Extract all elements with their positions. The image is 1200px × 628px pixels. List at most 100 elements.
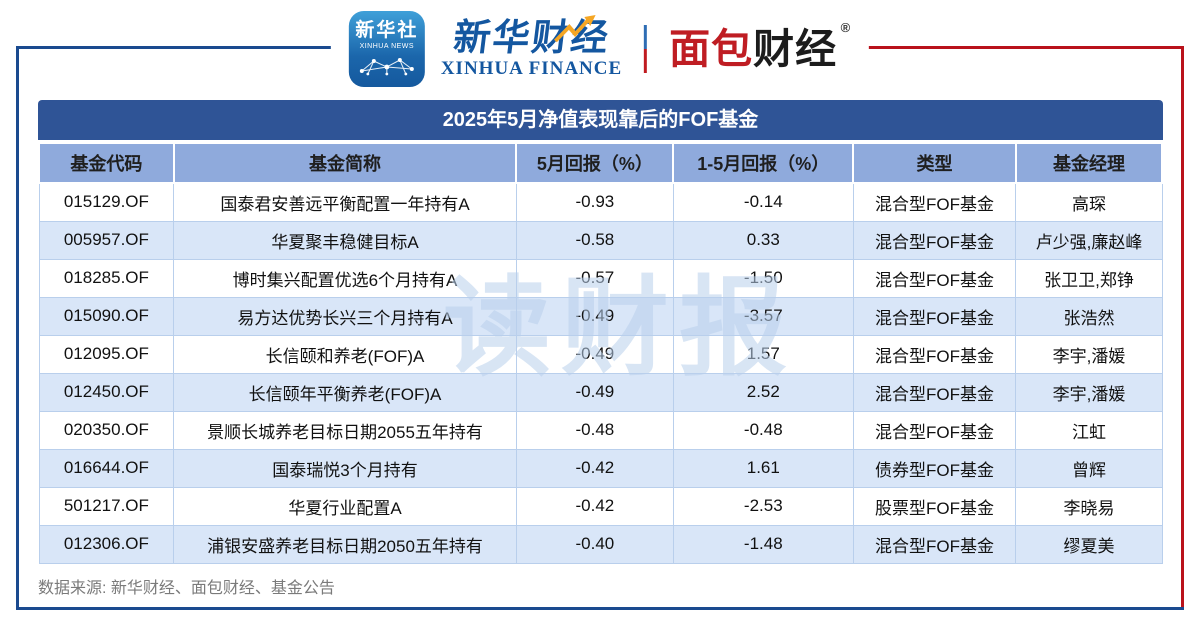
table-cell: 卢少强,廉赵峰 — [1015, 220, 1163, 260]
table-row: 005957.OF 华夏聚丰稳健目标A -0.58 0.33 混合型FOF基金 卢少强,廉… — [38, 220, 1163, 260]
table-row: 015129.OF 国泰君安善远平衡配置一年持有A -0.93 -0.14 混合型FOF… — [38, 182, 1163, 222]
xinhua-app-en-label: XINHUA NEWS — [359, 42, 415, 50]
table-cell: -0.58 — [515, 220, 674, 260]
table-cell: -0.57 — [515, 258, 674, 298]
logo-bar: 新华社 XINHUA NEWS 新华财经 — [330, 4, 870, 94]
table-cell: -0.48 — [672, 410, 854, 450]
table-cell: 李晓易 — [1015, 486, 1163, 526]
table-cell: 浦银安盛养老目标日期2050五年持有 — [173, 524, 517, 564]
table-row: 501217.OF 华夏行业配置A -0.42 -2.53 股票型FOF基金 李晓易 — [38, 486, 1163, 526]
table-row: 012095.OF 长信颐和养老(FOF)A -0.49 1.57 混合型FOF基金 李宇… — [38, 334, 1163, 374]
table-title: 2025年5月净值表现靠后的FOF基金 — [38, 100, 1163, 140]
table-cell: 股票型FOF基金 — [852, 486, 1017, 526]
table-cell: 国泰瑞悦3个月持有 — [173, 448, 517, 488]
bread-finance-logo: 面包财经 ® — [669, 21, 851, 72]
table-cell: 华夏行业配置A — [173, 486, 517, 526]
frame-border-right — [1181, 46, 1184, 610]
table-cell: 易方达优势长兴三个月持有A — [173, 296, 517, 336]
table-row: 015090.OF 易方达优势长兴三个月持有A -0.49 -3.57 混合型FOF基金… — [38, 296, 1163, 336]
table-row: 012450.OF 长信颐年平衡养老(FOF)A -0.49 2.52 混合型FOF基金… — [38, 372, 1163, 412]
table-cell: -1.48 — [672, 524, 854, 564]
table-cell: 015129.OF — [38, 182, 175, 222]
table-cell: -2.53 — [672, 486, 854, 526]
table-cell: 曾辉 — [1015, 448, 1163, 488]
frame-border-bottom — [16, 607, 1184, 610]
table-cell: -0.49 — [515, 372, 674, 412]
fund-data-table: 基金代码 基金简称 5月回报（%） 1-5月回报（%） 类型 基金经理 015129.OF… — [38, 142, 1164, 564]
logo-divider — [644, 25, 648, 73]
table-cell: 混合型FOF基金 — [852, 220, 1017, 260]
table-cell: 0.33 — [672, 220, 854, 260]
table-cell: 江虹 — [1015, 410, 1163, 450]
table-cell: 长信颐和养老(FOF)A — [173, 334, 517, 374]
table-cell: -0.48 — [515, 410, 674, 450]
table-cell: 长信颐年平衡养老(FOF)A — [173, 372, 517, 412]
table-cell: 1.57 — [672, 334, 854, 374]
table-row: 020350.OF 景顺长城养老目标日期2055五年持有 -0.48 -0.48 混合型… — [38, 410, 1163, 450]
table-cell: -0.42 — [515, 486, 674, 526]
table-cell: 博时集兴配置优选6个月持有A — [173, 258, 517, 298]
table-cell: 景顺长城养老目标日期2055五年持有 — [173, 410, 517, 450]
bread-finance-cn-black: 财经 — [753, 25, 838, 72]
table-cell: 国泰君安善远平衡配置一年持有A — [173, 182, 517, 222]
table-row: 012306.OF 浦银安盛养老目标日期2050五年持有 -0.40 -1.48 混合型… — [38, 524, 1163, 564]
data-source-note: 数据来源: 新华财经、面包财经、基金公告 — [38, 580, 335, 597]
fund-table: 2025年5月净值表现靠后的FOF基金 基金代码 基金简称 5月回报（%） 1-5月回… — [38, 100, 1164, 564]
table-cell: 005957.OF — [38, 220, 175, 260]
table-cell: 混合型FOF基金 — [852, 296, 1017, 336]
table-cell: 华夏聚丰稳健目标A — [173, 220, 517, 260]
xinhua-news-app-icon: 新华社 XINHUA NEWS — [348, 11, 425, 87]
table-cell: 015090.OF — [38, 296, 175, 336]
table-cell: 混合型FOF基金 — [852, 258, 1017, 298]
column-header: 基金代码 — [38, 142, 175, 184]
registered-mark-icon: ® — [840, 19, 852, 35]
table-cell: -0.40 — [515, 524, 674, 564]
frame-border-left — [16, 46, 19, 610]
table-cell: 混合型FOF基金 — [852, 524, 1017, 564]
table-row: 016644.OF 国泰瑞悦3个月持有 -0.42 1.61 债券型FOF基金 曾辉 — [38, 448, 1163, 488]
column-header: 5月回报（%） — [515, 142, 675, 184]
network-constellation-icon — [359, 57, 414, 76]
table-cell: 018285.OF — [38, 258, 175, 298]
table-cell: -0.93 — [515, 182, 674, 222]
xinhua-finance-logo: 新华财经 XINHUA FINANCE — [440, 14, 623, 80]
table-cell: 李宇,潘媛 — [1015, 334, 1163, 374]
table-cell: -0.49 — [515, 296, 674, 336]
frame-border-top-red — [600, 46, 1184, 49]
table-cell: 混合型FOF基金 — [852, 372, 1017, 412]
table-cell: 混合型FOF基金 — [852, 182, 1017, 222]
lightning-arrow-icon — [553, 14, 596, 42]
table-cell: 债券型FOF基金 — [852, 448, 1017, 488]
table-cell: 020350.OF — [38, 410, 175, 450]
xinhua-finance-en: XINHUA FINANCE — [440, 57, 623, 79]
table-cell: 1.61 — [672, 448, 854, 488]
xinhua-finance-cn: 新华财经 — [451, 14, 612, 58]
table-cell: 501217.OF — [38, 486, 175, 526]
table-body: 015129.OF 国泰君安善远平衡配置一年持有A -0.93 -0.14 混合型FOF… — [38, 182, 1163, 564]
table-cell: -0.49 — [515, 334, 674, 374]
table-cell: 李宇,潘媛 — [1015, 372, 1163, 412]
table-cell: 高琛 — [1015, 182, 1163, 222]
column-header: 基金简称 — [172, 142, 518, 184]
table-cell: 2.52 — [672, 372, 854, 412]
table-cell: 张卫卫,郑铮 — [1015, 258, 1163, 298]
table-cell: 缪夏美 — [1015, 524, 1163, 564]
table-cell: 012095.OF — [38, 334, 175, 374]
column-header: 类型 — [852, 142, 1017, 184]
table-cell: -3.57 — [672, 296, 854, 336]
bread-finance-cn-red: 面包 — [669, 25, 754, 72]
table-cell: -1.50 — [672, 258, 854, 298]
frame-border-top-blue — [16, 46, 600, 49]
table-cell: -0.42 — [515, 448, 674, 488]
column-header: 1-5月回报（%） — [672, 142, 855, 184]
table-cell: 张浩然 — [1015, 296, 1163, 336]
column-header: 基金经理 — [1014, 142, 1164, 184]
table-cell: 混合型FOF基金 — [852, 410, 1017, 450]
table-cell: 012450.OF — [38, 372, 175, 412]
table-row: 018285.OF 博时集兴配置优选6个月持有A -0.57 -1.50 混合型FOF基… — [38, 258, 1163, 298]
table-cell: 016644.OF — [38, 448, 175, 488]
header-row: 基金代码 基金简称 5月回报（%） 1-5月回报（%） 类型 基金经理 — [38, 142, 1164, 184]
xinhua-app-cn-label: 新华社 — [355, 20, 419, 42]
table-cell: 混合型FOF基金 — [852, 334, 1017, 374]
